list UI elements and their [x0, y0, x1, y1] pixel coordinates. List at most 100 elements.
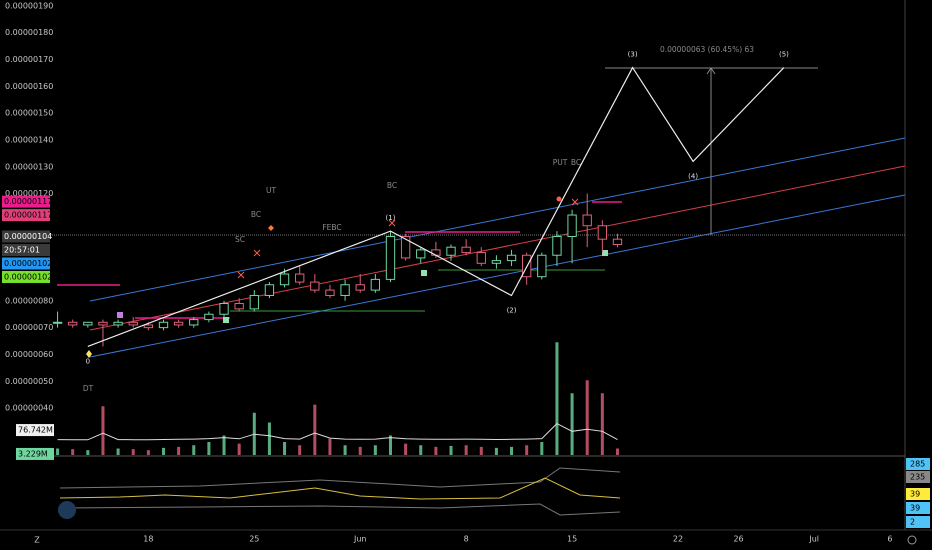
x-tick-label: 6	[887, 535, 892, 544]
volume-bar	[56, 448, 60, 455]
volume-bar	[222, 435, 226, 455]
volume-badge-label: 3.229M	[18, 449, 48, 458]
volume-badge-label: 76.742M	[18, 426, 53, 435]
volume-bar	[404, 443, 408, 455]
countdown: 20:57:01	[4, 245, 40, 254]
indicator-badge	[906, 516, 930, 528]
volume-badge	[16, 424, 54, 437]
volume-bar	[237, 443, 241, 455]
candle-body	[249, 294, 259, 310]
volume-bar	[600, 393, 604, 455]
candle-body	[128, 321, 138, 326]
candle-body	[612, 238, 623, 246]
candle-body	[325, 289, 335, 296]
volume-bar	[131, 449, 135, 455]
candle-body	[385, 235, 396, 280]
candle-body	[355, 284, 365, 291]
y-tick-label: 0.00000050	[5, 377, 53, 386]
volume-bar	[343, 445, 347, 455]
y-tick-label: 0.00000140	[5, 135, 53, 144]
candle-body	[143, 324, 154, 329]
volume-bar	[419, 445, 423, 455]
candle-body	[279, 273, 290, 286]
y-tick-label: 0.00000080	[5, 296, 53, 305]
candle-body	[158, 321, 169, 329]
annotation: BC	[387, 181, 397, 190]
volume-bar	[434, 446, 438, 455]
indicator-badge-label: 285	[910, 460, 925, 469]
logo	[58, 501, 76, 519]
y-tick-label: 0.00000070	[5, 323, 53, 332]
y-tick-label: 0.00000060	[5, 350, 53, 359]
volume-bar	[101, 406, 105, 455]
x-tick-label: 18	[143, 535, 153, 544]
candle-body	[173, 321, 184, 326]
indicator-band	[59, 503, 621, 516]
x-tick-label: 22	[673, 535, 683, 544]
volume-bar	[494, 447, 498, 455]
footer-label: Z	[34, 536, 40, 545]
candle-body	[416, 249, 426, 259]
volume-bar	[267, 422, 271, 455]
indicator-badge-label: 2	[910, 518, 915, 527]
candle-body	[98, 321, 108, 326]
measure-arrow	[706, 67, 716, 75]
candle-body	[204, 313, 214, 321]
wave-label: (3)	[628, 51, 638, 59]
volume-bar	[510, 446, 514, 455]
candle-body	[446, 246, 456, 256]
volume-bar	[283, 442, 287, 455]
signal-marker	[268, 225, 274, 231]
signal-marker	[117, 312, 123, 318]
annotation: SC	[235, 235, 245, 244]
price-badge	[2, 209, 50, 222]
price-badge-label: 0.00000102	[4, 259, 52, 268]
y-tick-label: 0.00000040	[5, 404, 53, 413]
volume-bar	[540, 442, 544, 455]
y-tick-label: 0.00000150	[5, 109, 53, 118]
x-tick-label: 25	[249, 535, 259, 544]
y-tick-label: 0.00000120	[5, 189, 53, 198]
price-badge	[2, 195, 50, 208]
indicator-badge-label: 39	[910, 490, 920, 499]
candle-body	[431, 249, 441, 256]
candle-body	[370, 278, 381, 291]
y-tick-label: 0.00000190	[5, 1, 53, 10]
indicator-badge	[906, 458, 930, 470]
channel-upper	[89, 137, 906, 302]
volume-bar	[86, 450, 90, 455]
wave-line	[87, 66, 785, 347]
volume-bar	[388, 435, 392, 455]
candle-body	[189, 319, 199, 326]
volume-bar	[373, 445, 377, 455]
candle-body	[113, 321, 123, 326]
x-tick-label: 8	[464, 535, 469, 544]
wave-label: (1)	[386, 214, 396, 222]
annotation: PUT	[553, 158, 568, 167]
price-badge-label: 0.00000104	[4, 232, 52, 241]
volume-ma	[57, 422, 618, 441]
price-badge-label: 0.00000117	[4, 197, 52, 206]
settings-icon[interactable]	[907, 535, 917, 545]
volume-bar	[525, 445, 529, 455]
volume-badge	[16, 447, 54, 460]
volume-bar	[615, 448, 619, 455]
annotation: DT	[83, 384, 94, 393]
x-tick-label: Jun	[353, 535, 367, 544]
indicator-badge	[906, 502, 930, 514]
indicator-badge-label: 39	[910, 504, 920, 513]
annotation: UT	[266, 186, 276, 195]
y-tick-label: 0.00000130	[5, 162, 53, 171]
indicator-line	[59, 477, 621, 500]
volume-bar	[570, 393, 574, 455]
candle-body	[491, 260, 502, 264]
candle-body	[461, 246, 471, 254]
volume-bar	[585, 380, 589, 455]
signal-marker	[223, 317, 229, 323]
candle-body	[567, 214, 577, 237]
price-badge	[2, 230, 50, 243]
candle-body	[234, 303, 244, 310]
volume-bar	[449, 445, 453, 455]
y-tick-label: 0.00000180	[5, 28, 53, 37]
